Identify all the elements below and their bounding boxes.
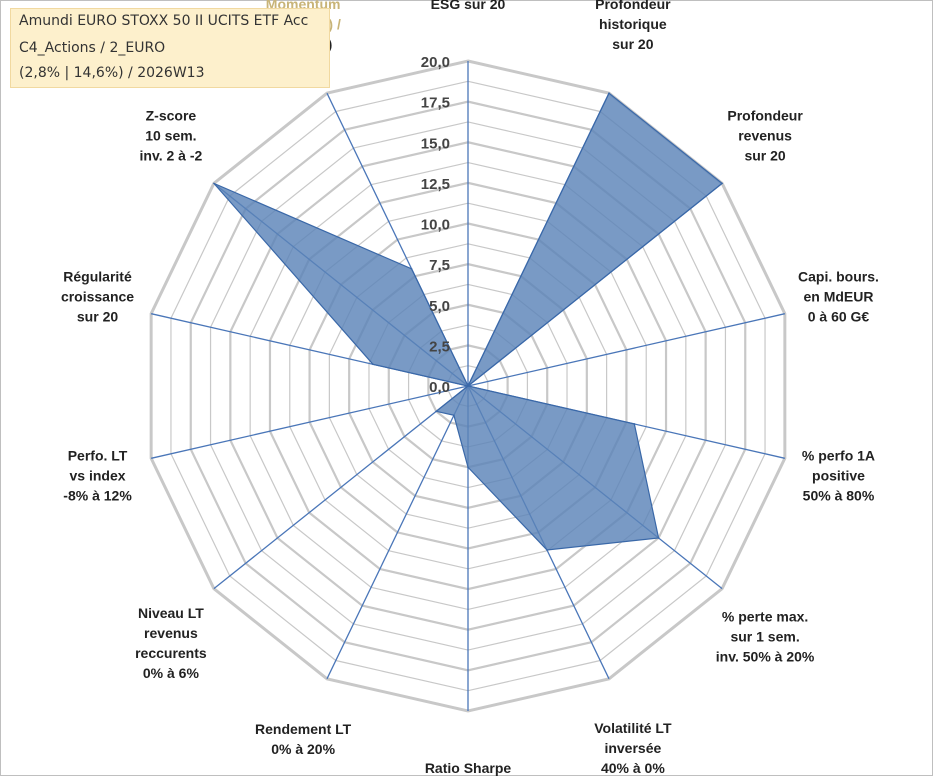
axis-label-line: Profondeur (595, 0, 671, 12)
tick-label: 12,5 (421, 176, 450, 193)
axis-label-2: Profondeur historique sur 20 (595, 0, 671, 52)
data-point (453, 414, 455, 417)
axis-label-line: 10 sem. (145, 127, 196, 143)
axis-label-4: Capi. bours. en MdEUR 0 à 60 G€ (798, 269, 879, 325)
axis-label-line: revenus (738, 127, 792, 143)
axis-label-line: % perfo 1A (802, 447, 875, 463)
axis-label-line: Niveau LT (138, 605, 204, 621)
axis-label-line: Capi. bours. (798, 269, 879, 285)
axis-label-line: 0 à 60 G€ (808, 309, 870, 325)
axis-label-line: Régularité (63, 269, 132, 285)
radar-tick-labels: 0,0 2,5 5,0 7,5 10,0 12,5 15,0 17,5 20,0 (421, 54, 450, 396)
axis-label-9: Rendement LT 0% à 20% (255, 721, 352, 757)
tick-label: 7,5 (429, 257, 450, 274)
axis-label-line: Z-score (146, 107, 197, 123)
data-point (608, 92, 610, 94)
axis-label-line: revenus (144, 625, 198, 641)
tick-label: 15,0 (421, 135, 450, 152)
axis-label-line: sur 1 sem. (730, 629, 799, 645)
axis-label-line: -8% à 12% (63, 487, 132, 503)
axis-spoke (151, 385, 469, 459)
tick-label: 10,0 (421, 217, 450, 234)
axis-label-line: sur 20 (744, 147, 785, 163)
axis-spoke (326, 385, 469, 680)
axis-label-line: inv. 50% à 20% (716, 649, 815, 665)
axis-label-line: Rendement LT (255, 721, 352, 737)
axis-label-line: Volatilité LT (594, 720, 672, 736)
data-point (435, 410, 438, 413)
axis-label-6: % perte max. sur 1 sem. inv. 50% à 20% (716, 609, 815, 665)
axis-label-line: croissance (61, 289, 134, 305)
axis-label-11: Perfo. LT vs index -8% à 12% (63, 447, 132, 503)
axis-label-5: % perfo 1A positive 50% à 80% (802, 447, 875, 503)
axis-label-line: sur 20 (612, 36, 653, 52)
axis-spoke (467, 313, 785, 387)
data-point (372, 363, 374, 366)
data-point (410, 268, 413, 270)
axis-label-line: inversée (604, 740, 661, 756)
axis-label-line: 0% à 6% (143, 665, 200, 681)
axis-label-line: 50% à 80% (803, 487, 875, 503)
axis-label-line: historique (599, 16, 667, 32)
tick-label: 5,0 (429, 298, 450, 315)
axis-label-3: Profondeur revenus sur 20 (727, 107, 803, 163)
axis-label-line: % perte max. (722, 609, 808, 625)
axis-label-line: Perfo. LT (68, 447, 128, 463)
axis-label-8: Ratio Sharpe0 à 1 (425, 760, 512, 776)
fund-info-box: Amundi EURO STOXX 50 II UCITS ETF Acc C4… (10, 8, 330, 88)
axis-label-1: NoteESG sur 20 (431, 0, 506, 12)
axis-label-line: ESG sur 20 (431, 0, 506, 12)
fund-name: Amundi EURO STOXX 50 II UCITS ETF Acc (19, 13, 309, 29)
tick-label: 0,0 (429, 379, 450, 396)
axis-label-line: en MdEUR (803, 289, 873, 305)
tick-label: 2,5 (429, 338, 450, 355)
axis-label-line: Profondeur (727, 107, 803, 123)
fund-category: C4_Actions / 2_EURO (19, 40, 166, 56)
axis-label-line: 0% à 20% (271, 741, 335, 757)
axis-label-line: positive (812, 467, 865, 483)
axis-spoke (213, 385, 469, 590)
axis-label-line: Ratio Sharpe (425, 760, 512, 776)
data-point (633, 423, 636, 425)
axis-label-10: Niveau LT revenus reccurents 0% à 6% (135, 605, 207, 681)
axis-label-line: reccurents (135, 645, 207, 661)
axis-label-line: 40% à 0% (601, 760, 665, 776)
axis-label-line: sur 20 (77, 309, 118, 325)
axis-label-line: vs index (70, 467, 126, 483)
fund-stats: (2,8% | 14,6%) / 2026W13 (19, 65, 205, 81)
data-point (657, 537, 660, 539)
data-point (467, 385, 469, 387)
tick-label: 20,0 (421, 54, 450, 71)
axis-label-12: Régularité croissance sur 20 (61, 269, 134, 325)
data-point (721, 182, 723, 185)
tick-label: 17,5 (421, 95, 450, 112)
radar-series (213, 92, 724, 551)
data-point (213, 182, 215, 185)
data-point (467, 466, 469, 469)
axis-label-line: inv. 2 à -2 (140, 147, 203, 163)
axis-label-7: Volatilité LT inversée 40% à 0% (594, 720, 672, 776)
data-point (546, 549, 548, 551)
axis-label-line: Momentum (266, 0, 341, 12)
axis-label-13: Z-score 10 sem. inv. 2 à -2 (140, 107, 203, 163)
